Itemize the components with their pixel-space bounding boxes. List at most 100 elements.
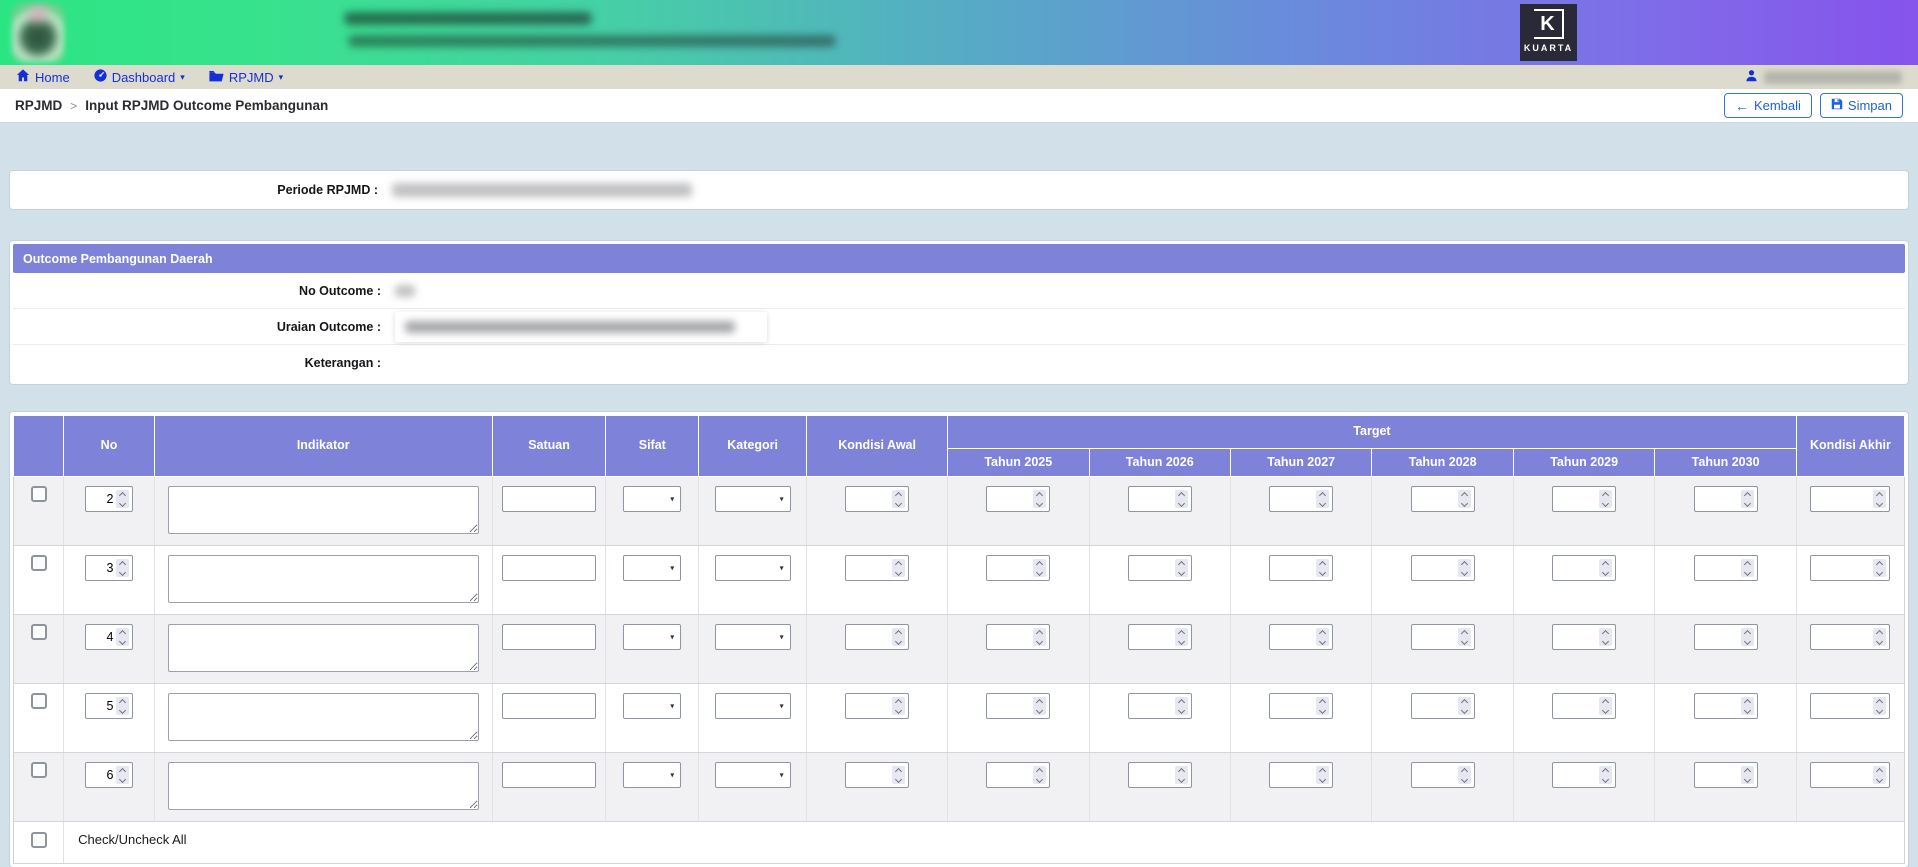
- target-2029-input[interactable]: [1562, 556, 1607, 581]
- indikator-textarea[interactable]: [167, 486, 479, 535]
- target-2028-stepper[interactable]: [1410, 762, 1475, 789]
- target-2026-input[interactable]: [1137, 487, 1182, 512]
- target-2027-stepper[interactable]: [1269, 693, 1334, 720]
- spinner-icon[interactable]: [116, 490, 129, 509]
- no-stepper[interactable]: [85, 486, 133, 513]
- kondisi-awal-input[interactable]: [855, 556, 900, 581]
- kategori-select[interactable]: ▾: [714, 762, 791, 789]
- spinner-icon[interactable]: [1316, 628, 1330, 647]
- kondisi-awal-stepper[interactable]: [845, 693, 910, 720]
- target-2029-input[interactable]: [1562, 763, 1607, 788]
- kondisi-akhir-stepper[interactable]: [1810, 486, 1891, 513]
- spinner-icon[interactable]: [892, 628, 906, 647]
- no-stepper[interactable]: [85, 762, 133, 789]
- kembali-button[interactable]: ← Kembali: [1723, 93, 1812, 118]
- target-2027-input[interactable]: [1279, 763, 1324, 788]
- kondisi-awal-stepper[interactable]: [845, 762, 910, 789]
- satuan-input[interactable]: [502, 486, 597, 513]
- target-2027-stepper[interactable]: [1269, 555, 1334, 582]
- spinner-icon[interactable]: [1316, 559, 1330, 578]
- spinner-icon[interactable]: [1873, 766, 1887, 785]
- row-checkbox[interactable]: [30, 624, 47, 641]
- sifat-select[interactable]: ▾: [623, 762, 682, 789]
- check-all-checkbox[interactable]: [30, 832, 47, 849]
- breadcrumb-root[interactable]: RPJMD: [15, 98, 63, 113]
- target-2026-stepper[interactable]: [1127, 486, 1192, 513]
- spinner-icon[interactable]: [1740, 628, 1754, 647]
- spinner-icon[interactable]: [1457, 628, 1471, 647]
- spinner-icon[interactable]: [1316, 490, 1330, 509]
- spinner-icon[interactable]: [1033, 490, 1047, 509]
- spinner-icon[interactable]: [116, 697, 129, 716]
- target-2025-stepper[interactable]: [986, 693, 1051, 720]
- target-2030-input[interactable]: [1703, 487, 1748, 512]
- spinner-icon[interactable]: [1457, 697, 1471, 716]
- spinner-icon[interactable]: [116, 559, 129, 578]
- target-2030-input[interactable]: [1703, 763, 1748, 788]
- target-2025-input[interactable]: [996, 556, 1041, 581]
- target-2027-stepper[interactable]: [1269, 762, 1334, 789]
- spinner-icon[interactable]: [1174, 490, 1188, 509]
- spinner-icon[interactable]: [1316, 766, 1330, 785]
- sifat-select[interactable]: ▾: [623, 624, 682, 651]
- spinner-icon[interactable]: [1033, 766, 1047, 785]
- kondisi-akhir-input[interactable]: [1820, 625, 1881, 650]
- target-2030-input[interactable]: [1703, 694, 1748, 719]
- kategori-select[interactable]: ▾: [714, 555, 791, 582]
- spinner-icon[interactable]: [1599, 490, 1613, 509]
- target-2029-input[interactable]: [1562, 487, 1607, 512]
- target-2025-stepper[interactable]: [986, 555, 1051, 582]
- spinner-icon[interactable]: [1033, 697, 1047, 716]
- kondisi-akhir-input[interactable]: [1820, 763, 1881, 788]
- target-2029-input[interactable]: [1562, 694, 1607, 719]
- kondisi-akhir-stepper[interactable]: [1810, 555, 1891, 582]
- indikator-textarea[interactable]: [167, 762, 479, 811]
- spinner-icon[interactable]: [1174, 697, 1188, 716]
- target-2029-stepper[interactable]: [1552, 555, 1617, 582]
- target-2030-stepper[interactable]: [1693, 693, 1758, 720]
- spinner-icon[interactable]: [1599, 628, 1613, 647]
- target-2025-input[interactable]: [996, 625, 1041, 650]
- kondisi-awal-stepper[interactable]: [845, 486, 910, 513]
- no-stepper[interactable]: [85, 624, 133, 651]
- satuan-input[interactable]: [502, 693, 597, 720]
- target-2026-input[interactable]: [1137, 556, 1182, 581]
- satuan-input[interactable]: [502, 555, 597, 582]
- sifat-select[interactable]: ▾: [623, 693, 682, 720]
- target-2027-input[interactable]: [1279, 487, 1324, 512]
- target-2026-stepper[interactable]: [1127, 624, 1192, 651]
- sifat-select[interactable]: ▾: [623, 555, 682, 582]
- target-2027-stepper[interactable]: [1269, 624, 1334, 651]
- spinner-icon[interactable]: [1174, 628, 1188, 647]
- satuan-input[interactable]: [502, 762, 597, 789]
- kondisi-akhir-input[interactable]: [1820, 694, 1881, 719]
- spinner-icon[interactable]: [1174, 766, 1188, 785]
- kondisi-akhir-input[interactable]: [1820, 556, 1881, 581]
- spinner-icon[interactable]: [1740, 559, 1754, 578]
- target-2026-stepper[interactable]: [1127, 762, 1192, 789]
- row-checkbox[interactable]: [30, 762, 47, 779]
- spinner-icon[interactable]: [1873, 628, 1887, 647]
- target-2030-input[interactable]: [1703, 556, 1748, 581]
- spinner-icon[interactable]: [1457, 766, 1471, 785]
- nav-item-rpjmd[interactable]: RPJMD ▾: [209, 70, 283, 85]
- sifat-select[interactable]: ▾: [623, 486, 682, 513]
- target-2025-stepper[interactable]: [986, 762, 1051, 789]
- target-2029-stepper[interactable]: [1552, 624, 1617, 651]
- spinner-icon[interactable]: [116, 628, 129, 647]
- spinner-icon[interactable]: [1873, 697, 1887, 716]
- target-2025-input[interactable]: [996, 694, 1041, 719]
- spinner-icon[interactable]: [892, 490, 906, 509]
- spinner-icon[interactable]: [1316, 697, 1330, 716]
- target-2030-stepper[interactable]: [1693, 762, 1758, 789]
- kondisi-awal-input[interactable]: [855, 694, 900, 719]
- spinner-icon[interactable]: [1033, 559, 1047, 578]
- target-2030-stepper[interactable]: [1693, 555, 1758, 582]
- target-2029-stepper[interactable]: [1552, 486, 1617, 513]
- target-2025-stepper[interactable]: [986, 486, 1051, 513]
- kondisi-awal-stepper[interactable]: [845, 555, 910, 582]
- kondisi-akhir-stepper[interactable]: [1810, 693, 1891, 720]
- kondisi-awal-input[interactable]: [855, 763, 900, 788]
- spinner-icon[interactable]: [892, 766, 906, 785]
- spinner-icon[interactable]: [1174, 559, 1188, 578]
